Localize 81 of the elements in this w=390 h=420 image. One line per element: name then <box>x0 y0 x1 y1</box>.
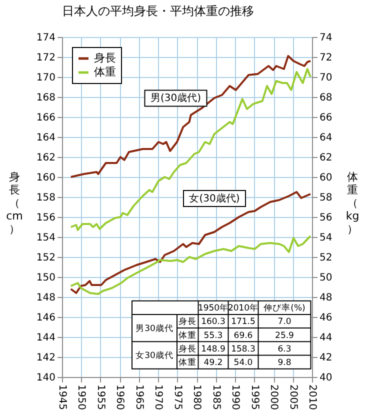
x-tick-label: 2010 <box>306 384 318 410</box>
y-tick-label: 170 <box>36 72 56 84</box>
x-tick-label: 1960 <box>114 384 126 410</box>
annotation: 身長 <box>178 343 197 354</box>
y-tick-label: 174 <box>36 32 56 44</box>
annotation: 49.2 <box>204 358 223 368</box>
y2-tick-label: 60 <box>320 172 332 184</box>
y2-tick-label: 52 <box>320 252 332 264</box>
annotation: 54.0 <box>234 358 253 368</box>
annotation: 55.3 <box>204 330 223 341</box>
annotation: 160.3 <box>201 317 226 328</box>
x-tick-label: 1995 <box>248 384 260 410</box>
x-tick-label: 1985 <box>210 384 222 410</box>
y-axis-title: 身長（cm） <box>6 170 23 236</box>
y-tick-label: 148 <box>36 292 56 304</box>
annotation: 1950年 <box>198 302 229 314</box>
y2-tick-label: 56 <box>320 212 332 224</box>
annotation: 女30歳代 <box>136 350 174 362</box>
y2-tick-label: 66 <box>320 112 332 124</box>
annotation: 男(30歳代) <box>150 92 202 104</box>
y2-tick-label: 62 <box>320 152 332 164</box>
y-tick-label: 160 <box>36 172 56 184</box>
y-tick-label: 156 <box>36 212 56 224</box>
annotation: 6.3 <box>278 344 292 354</box>
y2-tick-label: 70 <box>320 72 332 84</box>
y-tick-label: 154 <box>36 232 56 244</box>
line-series <box>70 235 312 295</box>
y2-axis-title: 体重（kg） <box>346 170 360 236</box>
y-tick-label: 164 <box>36 132 56 144</box>
y-tick-label: 144 <box>36 332 56 344</box>
annotation: 7.0 <box>278 317 292 328</box>
y2-tick-label: 44 <box>320 332 332 344</box>
y2-tick-label: 54 <box>320 232 332 244</box>
x-tick-label: 2005 <box>287 384 298 410</box>
x-tick-label: 1990 <box>230 384 241 410</box>
y-tick-label: 168 <box>36 92 56 104</box>
x-tick-label: 1945 <box>56 384 68 410</box>
y-tick-label: 166 <box>36 112 56 124</box>
y2-tick-label: 50 <box>320 272 332 284</box>
y2-tick-label: 74 <box>320 32 332 44</box>
x-tick-label: 1950 <box>76 384 87 410</box>
x-tick-label: 1975 <box>172 384 183 410</box>
y2-tick-label: 72 <box>320 52 332 64</box>
y-tick-label: 158 <box>36 192 56 204</box>
line-series <box>70 191 312 294</box>
x-tick-label: 1980 <box>191 384 202 410</box>
y-tick-label: 152 <box>36 252 56 264</box>
annotation: 体重 <box>178 330 197 341</box>
annotation: 9.8 <box>278 358 292 368</box>
annotation: 体重 <box>178 357 197 368</box>
annotation: 伸び率(%) <box>264 302 306 314</box>
y2-tick-label: 46 <box>320 312 332 324</box>
annotation: 148.9 <box>201 344 226 354</box>
legend-label: 身長 <box>94 52 116 64</box>
annotation: 男30歳代 <box>136 323 174 334</box>
line-series <box>70 68 312 231</box>
y2-tick-label: 68 <box>320 92 332 104</box>
y2-tick-label: 64 <box>320 132 332 144</box>
y2-tick-label: 48 <box>320 292 332 304</box>
annotation: 女(30歳代) <box>189 192 240 204</box>
chart-title: 日本人の平均身長・平均体重の推移 <box>62 4 254 18</box>
y-tick-label: 142 <box>36 352 56 364</box>
y-tick-label: 140 <box>36 372 56 384</box>
x-tick-label: 1955 <box>94 384 106 410</box>
legend-label: 体重 <box>94 66 116 78</box>
y-tick-label: 172 <box>36 52 56 64</box>
y2-tick-label: 40 <box>320 372 332 384</box>
x-tick-label: 1965 <box>133 384 144 410</box>
y2-tick-label: 58 <box>320 192 332 204</box>
annotation: 2010年 <box>228 302 259 314</box>
annotation: 69.6 <box>234 330 253 341</box>
annotation: 25.9 <box>275 330 294 341</box>
y2-tick-label: 42 <box>320 352 332 364</box>
annotation: 身長 <box>178 316 197 328</box>
annotation: 171.5 <box>231 317 256 328</box>
y-tick-label: 146 <box>36 312 56 324</box>
x-tick-label: 2000 <box>268 384 280 410</box>
annotation: 158.3 <box>231 344 256 354</box>
y-tick-label: 150 <box>36 272 56 284</box>
y-tick-label: 162 <box>36 152 56 164</box>
x-tick-label: 1970 <box>152 384 164 410</box>
